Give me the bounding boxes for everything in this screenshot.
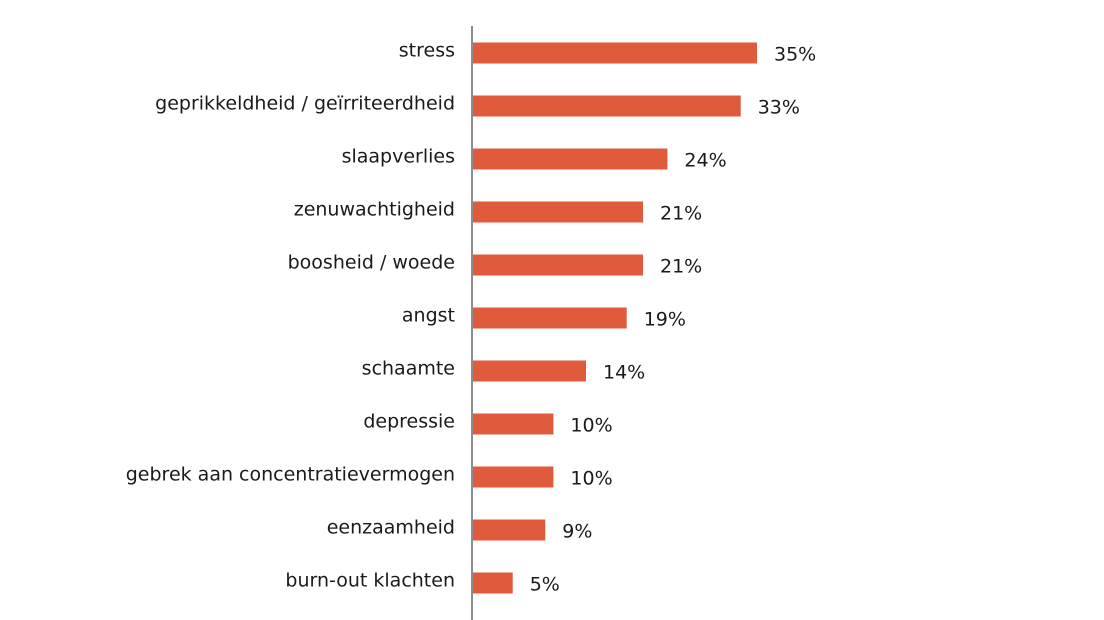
value-label: 33% [758,97,800,119]
bar [472,572,513,594]
bar [472,519,546,541]
category-label: boosheid / woede [288,252,455,274]
category-label: angst [402,305,455,327]
value-label: 21% [660,256,702,278]
category-label: gebrek aan concentratievermogen [126,464,455,486]
value-label: 10% [570,468,612,490]
bar [472,466,554,488]
category-label: burn-out klachten [285,570,455,592]
category-label: slaapverlies [342,146,455,168]
category-label: depressie [363,411,455,433]
value-label: 35% [774,44,816,66]
bars-group [472,42,757,594]
category-label: eenzaamheid [327,517,455,539]
value-label: 10% [570,415,612,437]
bar [472,254,643,276]
bar [472,201,643,223]
category-label: zenuwachtigheid [294,199,455,221]
category-labels-group: stress geprikkeldheid / geïrriteerdheid sl… [126,40,455,592]
value-label: 14% [603,362,645,384]
bar [472,148,668,170]
value-label: 9% [562,521,592,543]
category-label: geprikkeldheid / geïrriteerdheid [155,93,455,115]
bar [472,360,586,382]
value-label: 24% [684,150,726,172]
bar [472,307,627,329]
bar [472,95,741,117]
bar [472,42,757,64]
bar [472,413,554,435]
value-label: 5% [530,574,560,596]
category-label: stress [399,40,455,62]
value-labels-group: 35% 33% 24% 21% 21% 19% 14% 10% 10% 9% 5% [530,44,817,596]
value-label: 19% [644,309,686,331]
category-label: schaamte [362,358,455,380]
value-label: 21% [660,203,702,225]
